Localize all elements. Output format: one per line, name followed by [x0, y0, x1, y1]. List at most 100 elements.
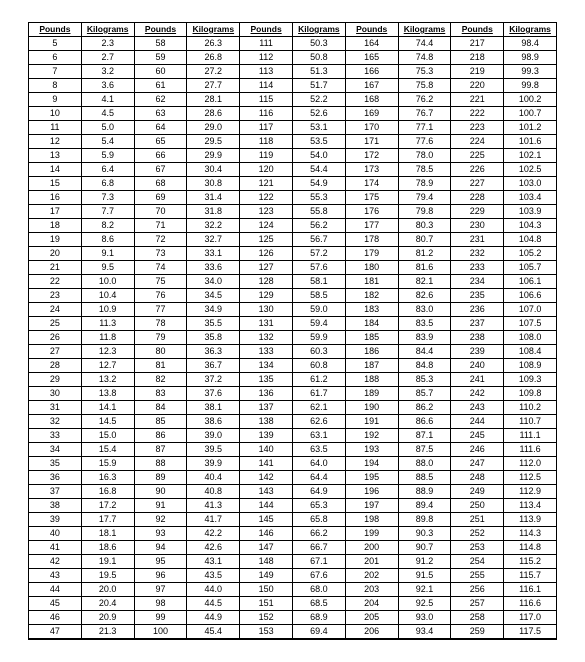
table-cell: 66 — [134, 149, 187, 163]
table-cell: 19 — [29, 233, 82, 247]
table-row: 2712.38036.313360.318684.4239108.4 — [29, 345, 557, 359]
table-cell: 117 — [240, 121, 293, 135]
table-cell: 63.1 — [292, 429, 345, 443]
table-cell: 231 — [451, 233, 504, 247]
table-cell: 106.6 — [504, 289, 557, 303]
table-cell: 232 — [451, 247, 504, 261]
table-cell: 119 — [240, 149, 293, 163]
table-cell: 113 — [240, 65, 293, 79]
table-cell: 101.2 — [504, 121, 557, 135]
table-cell: 53.5 — [292, 135, 345, 149]
table-cell: 93.0 — [398, 611, 451, 625]
table-row: 2913.28237.213561.218885.3241109.3 — [29, 373, 557, 387]
table-cell: 87.5 — [398, 443, 451, 457]
table-row: 3214.58538.613862.619186.6244110.7 — [29, 415, 557, 429]
table-row: 4721.310045.415369.420693.4259117.5 — [29, 625, 557, 640]
table-cell: 242 — [451, 387, 504, 401]
table-cell: 98 — [134, 597, 187, 611]
table-cell: 85 — [134, 415, 187, 429]
table-cell: 37.2 — [187, 373, 240, 387]
table-cell: 103.4 — [504, 191, 557, 205]
table-cell: 142 — [240, 471, 293, 485]
table-cell: 20.4 — [81, 597, 134, 611]
table-cell: 116 — [240, 107, 293, 121]
table-cell: 76 — [134, 289, 187, 303]
table-cell: 107.5 — [504, 317, 557, 331]
table-cell: 183 — [345, 303, 398, 317]
table-cell: 85.7 — [398, 387, 451, 401]
table-cell: 89.4 — [398, 499, 451, 513]
table-cell: 228 — [451, 191, 504, 205]
table-row: 125.46529.511853.517177.6224101.6 — [29, 135, 557, 149]
table-cell: 68.9 — [292, 611, 345, 625]
table-cell: 10.0 — [81, 275, 134, 289]
table-cell: 34.0 — [187, 275, 240, 289]
table-cell: 58.5 — [292, 289, 345, 303]
table-cell: 67.6 — [292, 569, 345, 583]
table-row: 115.06429.011753.117077.1223101.2 — [29, 121, 557, 135]
table-cell: 46 — [29, 611, 82, 625]
table-cell: 233 — [451, 261, 504, 275]
table-cell: 78.0 — [398, 149, 451, 163]
table-row: 188.27132.212456.217780.3230104.3 — [29, 219, 557, 233]
table-cell: 11 — [29, 121, 82, 135]
table-cell: 108.9 — [504, 359, 557, 373]
table-cell: 139 — [240, 429, 293, 443]
table-cell: 202 — [345, 569, 398, 583]
table-cell: 20 — [29, 247, 82, 261]
table-cell: 225 — [451, 149, 504, 163]
table-cell: 42.6 — [187, 541, 240, 555]
table-cell: 74.8 — [398, 51, 451, 65]
table-cell: 31.4 — [187, 191, 240, 205]
table-cell: 83.5 — [398, 317, 451, 331]
table-cell: 137 — [240, 401, 293, 415]
table-cell: 198 — [345, 513, 398, 527]
table-cell: 59.4 — [292, 317, 345, 331]
table-cell: 37.6 — [187, 387, 240, 401]
table-cell: 35.8 — [187, 331, 240, 345]
table-cell: 15.0 — [81, 429, 134, 443]
table-cell: 69.4 — [292, 625, 345, 640]
table-cell: 65.3 — [292, 499, 345, 513]
table-cell: 29.5 — [187, 135, 240, 149]
table-cell: 82 — [134, 373, 187, 387]
table-cell: 12 — [29, 135, 82, 149]
table-cell: 181 — [345, 275, 398, 289]
table-cell: 189 — [345, 387, 398, 401]
table-cell: 39 — [29, 513, 82, 527]
table-cell: 34.5 — [187, 289, 240, 303]
table-cell: 69 — [134, 191, 187, 205]
table-cell: 9.5 — [81, 261, 134, 275]
table-cell: 141 — [240, 457, 293, 471]
table-cell: 249 — [451, 485, 504, 499]
table-cell: 172 — [345, 149, 398, 163]
table-cell: 5.9 — [81, 149, 134, 163]
table-cell: 81 — [134, 359, 187, 373]
table-cell: 108.0 — [504, 331, 557, 345]
table-cell: 149 — [240, 569, 293, 583]
table-cell: 77.1 — [398, 121, 451, 135]
table-row: 2410.97734.913059.018383.0236107.0 — [29, 303, 557, 317]
table-cell: 92 — [134, 513, 187, 527]
table-cell: 87.1 — [398, 429, 451, 443]
table-cell: 222 — [451, 107, 504, 121]
table-cell: 179 — [345, 247, 398, 261]
table-cell: 68.0 — [292, 583, 345, 597]
table-cell: 111 — [240, 37, 293, 51]
table-cell: 220 — [451, 79, 504, 93]
table-cell: 146 — [240, 527, 293, 541]
table-cell: 99.3 — [504, 65, 557, 79]
table-cell: 171 — [345, 135, 398, 149]
table-row: 3013.88337.613661.718985.7242109.8 — [29, 387, 557, 401]
table-cell: 6.4 — [81, 163, 134, 177]
table-cell: 21.3 — [81, 625, 134, 640]
table-cell: 28.1 — [187, 93, 240, 107]
table-cell: 258 — [451, 611, 504, 625]
table-cell: 7.7 — [81, 205, 134, 219]
table-cell: 61 — [134, 79, 187, 93]
table-cell: 105.2 — [504, 247, 557, 261]
table-cell: 236 — [451, 303, 504, 317]
table-row: 104.56328.611652.616976.7222100.7 — [29, 107, 557, 121]
table-cell: 34.9 — [187, 303, 240, 317]
table-cell: 14.5 — [81, 415, 134, 429]
